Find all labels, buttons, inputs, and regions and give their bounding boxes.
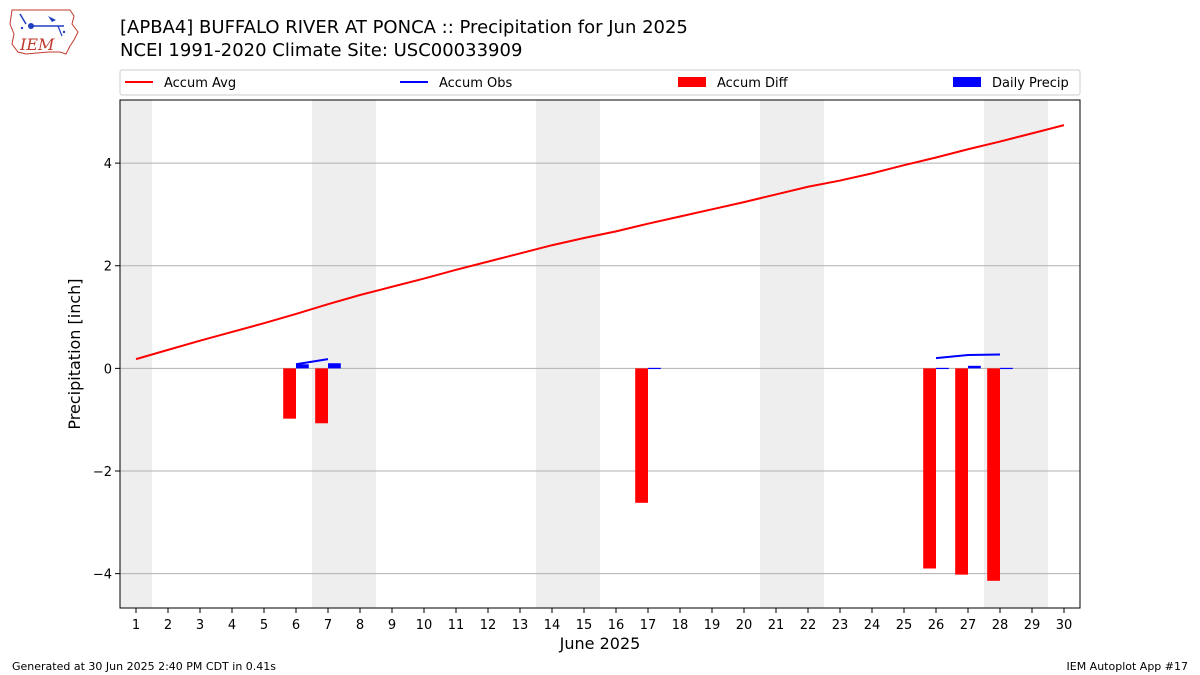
footer-generated: Generated at 30 Jun 2025 2:40 PM CDT in … (12, 660, 277, 673)
line-series (135, 124, 1065, 366)
y-tick-label: −2 (93, 465, 112, 480)
accum-obs-line-1 (935, 353, 1001, 360)
legend-label-0: Accum Avg (164, 76, 236, 91)
x-tick-label: 15 (576, 618, 593, 633)
x-tick-label: 10 (416, 618, 433, 633)
accum-obs-line-0 (295, 358, 329, 366)
weekend-shade-22 (792, 100, 824, 608)
x-tick-label: 8 (356, 618, 364, 633)
weekend-shade-29 (1016, 100, 1048, 608)
daily-bar-27 (968, 365, 981, 369)
x-tick-label: 30 (1056, 618, 1073, 633)
x-tick-label: 12 (480, 618, 497, 633)
grid-lines (120, 162, 1080, 575)
legend-box (119, 69, 1081, 96)
chart-title: [APBA4] BUFFALO RIVER AT PONCA :: Precip… (120, 17, 688, 38)
x-tick-label: 27 (960, 618, 977, 633)
plot-frame (119, 99, 1081, 609)
weekend-shade-1 (120, 100, 152, 608)
x-tick-label: 19 (704, 618, 721, 633)
x-tick-label: 24 (864, 618, 881, 633)
legend-swatch-2 (678, 77, 706, 87)
x-axis-label: June 2025 (559, 634, 641, 653)
x-tick-label: 13 (512, 618, 529, 633)
y-tick-label: 0 (104, 362, 112, 377)
accum-avg-line (135, 124, 1065, 361)
x-tick-label: 2 (164, 618, 172, 633)
weekend-shade-15 (568, 100, 600, 608)
weekend-shading (120, 100, 1048, 608)
diff-bar-28 (987, 368, 1000, 581)
x-tick-label: 23 (832, 618, 849, 633)
diff-bar-26 (923, 368, 936, 569)
legend-swatch-3 (953, 77, 981, 87)
diff-bar-6 (283, 368, 296, 419)
legend-label-1: Accum Obs (439, 76, 512, 91)
weekend-shade-7 (312, 100, 344, 608)
x-tick-label: 9 (388, 618, 396, 633)
x-tick-label: 11 (448, 618, 465, 633)
x-tick-label: 6 (292, 618, 300, 633)
diff-bar-7 (315, 368, 328, 424)
daily-bar-17 (648, 367, 661, 370)
y-tick-label: 4 (104, 157, 112, 172)
weekend-shade-8 (344, 100, 376, 608)
x-tick-label: 26 (928, 618, 945, 633)
x-tick-label: 16 (608, 618, 625, 633)
x-tick-label: 22 (800, 618, 817, 633)
logo-text: IEM (19, 35, 55, 54)
x-tick-label: 28 (992, 618, 1009, 633)
chart-subtitle: NCEI 1991-2020 Climate Site: USC00033909 (120, 40, 523, 61)
diff-bar-17 (635, 368, 648, 503)
x-tick-label: 1 (132, 618, 140, 633)
x-tick-label: 18 (672, 618, 689, 633)
daily-bar-6 (296, 364, 309, 369)
bar-series (283, 363, 1013, 581)
daily-bar-7 (328, 363, 341, 369)
iem-logo: IEM (8, 6, 80, 62)
x-tick-label: 17 (640, 618, 657, 633)
x-tick-label: 5 (260, 618, 268, 633)
y-tick-label: −4 (93, 568, 112, 583)
x-tick-label: 4 (228, 618, 236, 633)
x-tick-label: 3 (196, 618, 204, 633)
x-tick-label: 20 (736, 618, 753, 633)
x-tick-label: 7 (324, 618, 332, 633)
weekend-shade-14 (536, 100, 568, 608)
x-tick-label: 25 (896, 618, 913, 633)
daily-bar-26 (936, 367, 949, 370)
x-tick-label: 14 (544, 618, 561, 633)
daily-bar-28 (1000, 367, 1013, 370)
legend-label-3: Daily Precip (992, 76, 1069, 91)
x-tick-label: 29 (1024, 618, 1041, 633)
footer-app: IEM Autoplot App #17 (1066, 660, 1189, 673)
diff-bar-27 (955, 368, 968, 575)
legend-label-2: Accum Diff (717, 76, 789, 91)
y-tick-label: 2 (104, 260, 112, 275)
legend: Accum Avg Accum Obs Accum Diff Daily Precip (119, 69, 1081, 96)
x-tick-label: 21 (768, 618, 785, 633)
weekend-shade-21 (760, 100, 792, 608)
y-axis-label: Precipitation [inch] (65, 278, 84, 429)
